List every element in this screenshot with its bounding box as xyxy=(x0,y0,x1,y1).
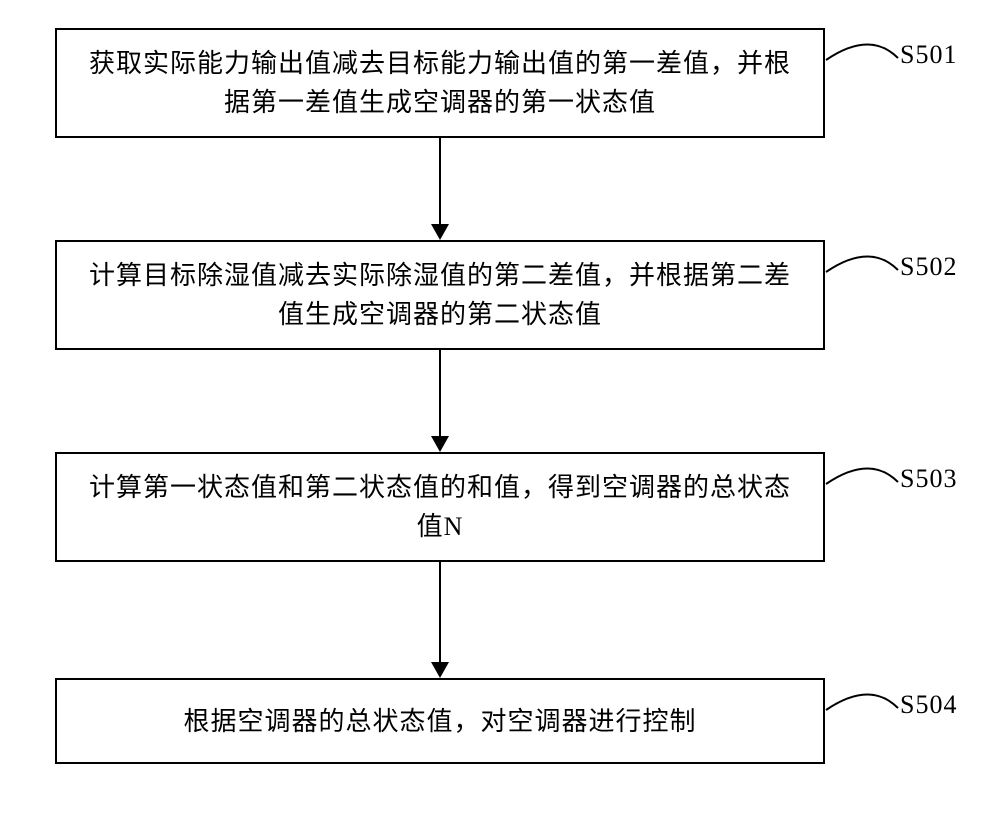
arrow-line xyxy=(439,138,441,224)
arrow-head xyxy=(431,224,449,240)
step-box-s504: 根据空调器的总状态值，对空调器进行控制 xyxy=(55,678,825,764)
step-label-s502: S502 xyxy=(900,252,957,282)
step-box-s502: 计算目标除湿值减去实际除湿值的第二差值，并根据第二差值生成空调器的第二状态值 xyxy=(55,240,825,350)
arrow-head xyxy=(431,662,449,678)
step-text: 根据空调器的总状态值，对空调器进行控制 xyxy=(183,702,696,741)
arrow-head xyxy=(431,436,449,452)
step-box-s503: 计算第一状态值和第二状态值的和值，得到空调器的总状态值N xyxy=(55,452,825,562)
step-label-s503: S503 xyxy=(900,464,957,494)
step-text: 计算第一状态值和第二状态值的和值，得到空调器的总状态值N xyxy=(77,468,803,546)
step-text: 计算目标除湿值减去实际除湿值的第二差值，并根据第二差值生成空调器的第二状态值 xyxy=(77,256,803,334)
step-label-s501: S501 xyxy=(900,40,957,70)
step-label-s504: S504 xyxy=(900,690,957,720)
flowchart-canvas: 获取实际能力输出值减去目标能力输出值的第一差值，并根据第一差值生成空调器的第一状… xyxy=(0,0,1000,840)
step-text: 获取实际能力输出值减去目标能力输出值的第一差值，并根据第一差值生成空调器的第一状… xyxy=(77,44,803,122)
step-box-s501: 获取实际能力输出值减去目标能力输出值的第一差值，并根据第一差值生成空调器的第一状… xyxy=(55,28,825,138)
arrow-line xyxy=(439,350,441,436)
arrow-line xyxy=(439,562,441,662)
